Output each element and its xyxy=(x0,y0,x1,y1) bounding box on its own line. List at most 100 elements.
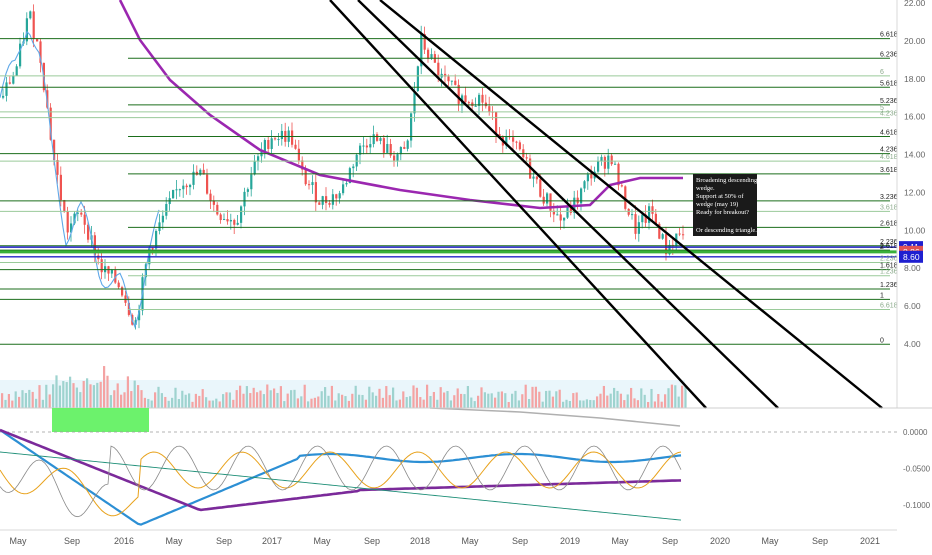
volume-bar xyxy=(504,393,507,408)
volume-bar xyxy=(643,394,646,408)
volume-bar xyxy=(262,394,265,408)
oscillator-lines xyxy=(0,428,682,526)
volume-bar xyxy=(606,395,609,408)
volume-bar xyxy=(351,393,354,408)
volume-bar xyxy=(453,395,456,408)
volume-bar xyxy=(154,392,157,408)
candle-body xyxy=(512,137,515,142)
volume-bar xyxy=(409,396,412,408)
oscillator-tick-label: 0.0000 xyxy=(903,428,928,437)
candle-body xyxy=(406,140,409,149)
trendline xyxy=(379,0,883,409)
annotation-note[interactable]: Broadening descending wedge. Support at … xyxy=(693,174,760,236)
candle-body xyxy=(345,183,348,185)
candle-body xyxy=(413,91,416,114)
candle-body xyxy=(223,219,226,221)
candle-body xyxy=(117,282,120,288)
time-tick-label: May xyxy=(9,536,27,546)
volume-bar xyxy=(664,394,667,408)
candle-body xyxy=(39,41,42,63)
candle-body xyxy=(682,234,685,236)
candle-body xyxy=(631,214,634,216)
price-axis[interactable]: 22.00 20.00 18.00 16.00 14.00 12.00 10.00 8.00 6… xyxy=(896,0,926,408)
candle-body xyxy=(185,185,188,188)
candle-body xyxy=(178,189,181,191)
volume-bar xyxy=(347,400,350,408)
candle-body xyxy=(121,287,124,296)
main-pane[interactable]: 6.6186.23665.6185.23654.2364.6184.2364.6… xyxy=(0,0,898,427)
volume-bar xyxy=(361,394,364,408)
volume-bar xyxy=(422,399,425,408)
volume-bar xyxy=(432,391,435,408)
candle-body xyxy=(569,205,572,213)
volume-bar xyxy=(303,384,306,408)
volume-bar xyxy=(609,393,612,408)
candle-body xyxy=(304,169,307,185)
volume-bar xyxy=(130,391,133,408)
volume-bar xyxy=(354,385,357,408)
candle-body xyxy=(641,214,644,223)
candle-body xyxy=(19,43,22,67)
fib-level-label: 6.618 xyxy=(880,302,898,309)
candle-body xyxy=(488,106,491,112)
volume-bar xyxy=(613,387,616,408)
candle-body xyxy=(253,161,256,175)
fib-level-label: 3.618 xyxy=(880,167,898,174)
fib-level-label: 6.618 xyxy=(880,32,898,39)
candle-body xyxy=(590,174,593,179)
volume-bar xyxy=(463,394,466,408)
price-line xyxy=(0,30,160,329)
volume-bar xyxy=(681,385,684,408)
candle-body xyxy=(53,139,56,161)
volume-bar xyxy=(82,380,85,408)
annotation-line-3: Support at 50% of xyxy=(696,193,744,200)
candle-body xyxy=(212,200,215,205)
candle-body xyxy=(5,82,8,96)
volume-bar xyxy=(511,393,514,408)
candle-body xyxy=(15,66,18,76)
fib-level-label: 6.236 xyxy=(880,51,898,58)
candle-body xyxy=(410,113,413,141)
volume-bar xyxy=(630,387,633,408)
volume-bar xyxy=(313,397,316,408)
volume-bar xyxy=(623,400,626,408)
volume-bar xyxy=(368,386,371,408)
price-tick-label: 10.00 xyxy=(904,225,926,235)
signal-zone-highlight xyxy=(52,408,149,432)
volume-bar xyxy=(385,386,388,408)
volume-bar xyxy=(575,392,578,408)
fib-level-label: 1.618 xyxy=(880,263,898,270)
candle-body xyxy=(379,138,382,141)
candle-body xyxy=(114,270,117,283)
candle-body xyxy=(291,130,294,145)
volume-bar xyxy=(650,388,653,408)
fib-level-label: 2.618 xyxy=(880,220,898,227)
volume-bar xyxy=(582,400,585,408)
oscillator-pane[interactable]: 0.0000 -0.0500 -0.1000 xyxy=(0,408,931,526)
volume-bar xyxy=(670,384,673,408)
volume-bar xyxy=(572,393,575,408)
candle-body xyxy=(182,185,185,190)
volume-bar xyxy=(514,390,517,408)
volume-bar xyxy=(636,400,639,408)
volume-bar xyxy=(225,392,228,408)
time-axis[interactable]: May Sep 2016 May Sep 2017 May Sep 2018 May Sep 2019… xyxy=(0,529,897,546)
volume-bar xyxy=(147,398,150,408)
volume-bar xyxy=(286,393,289,408)
volume-bar xyxy=(171,397,174,408)
candle-body xyxy=(155,230,158,249)
time-tick-label: Sep xyxy=(812,536,828,546)
volume-bar xyxy=(395,400,398,408)
volume-bar xyxy=(327,395,330,408)
fib-level-label: 3.618 xyxy=(880,204,898,211)
fib-level-label: 4.618 xyxy=(880,154,898,161)
candle-body xyxy=(484,102,487,107)
volume-bar xyxy=(276,392,279,408)
volume-bar xyxy=(392,387,395,408)
volume-bar xyxy=(633,398,636,408)
candle-body xyxy=(597,161,600,172)
price-badge xyxy=(899,250,923,263)
price-tick-label: 6.00 xyxy=(904,301,921,311)
candle-body xyxy=(549,193,552,211)
